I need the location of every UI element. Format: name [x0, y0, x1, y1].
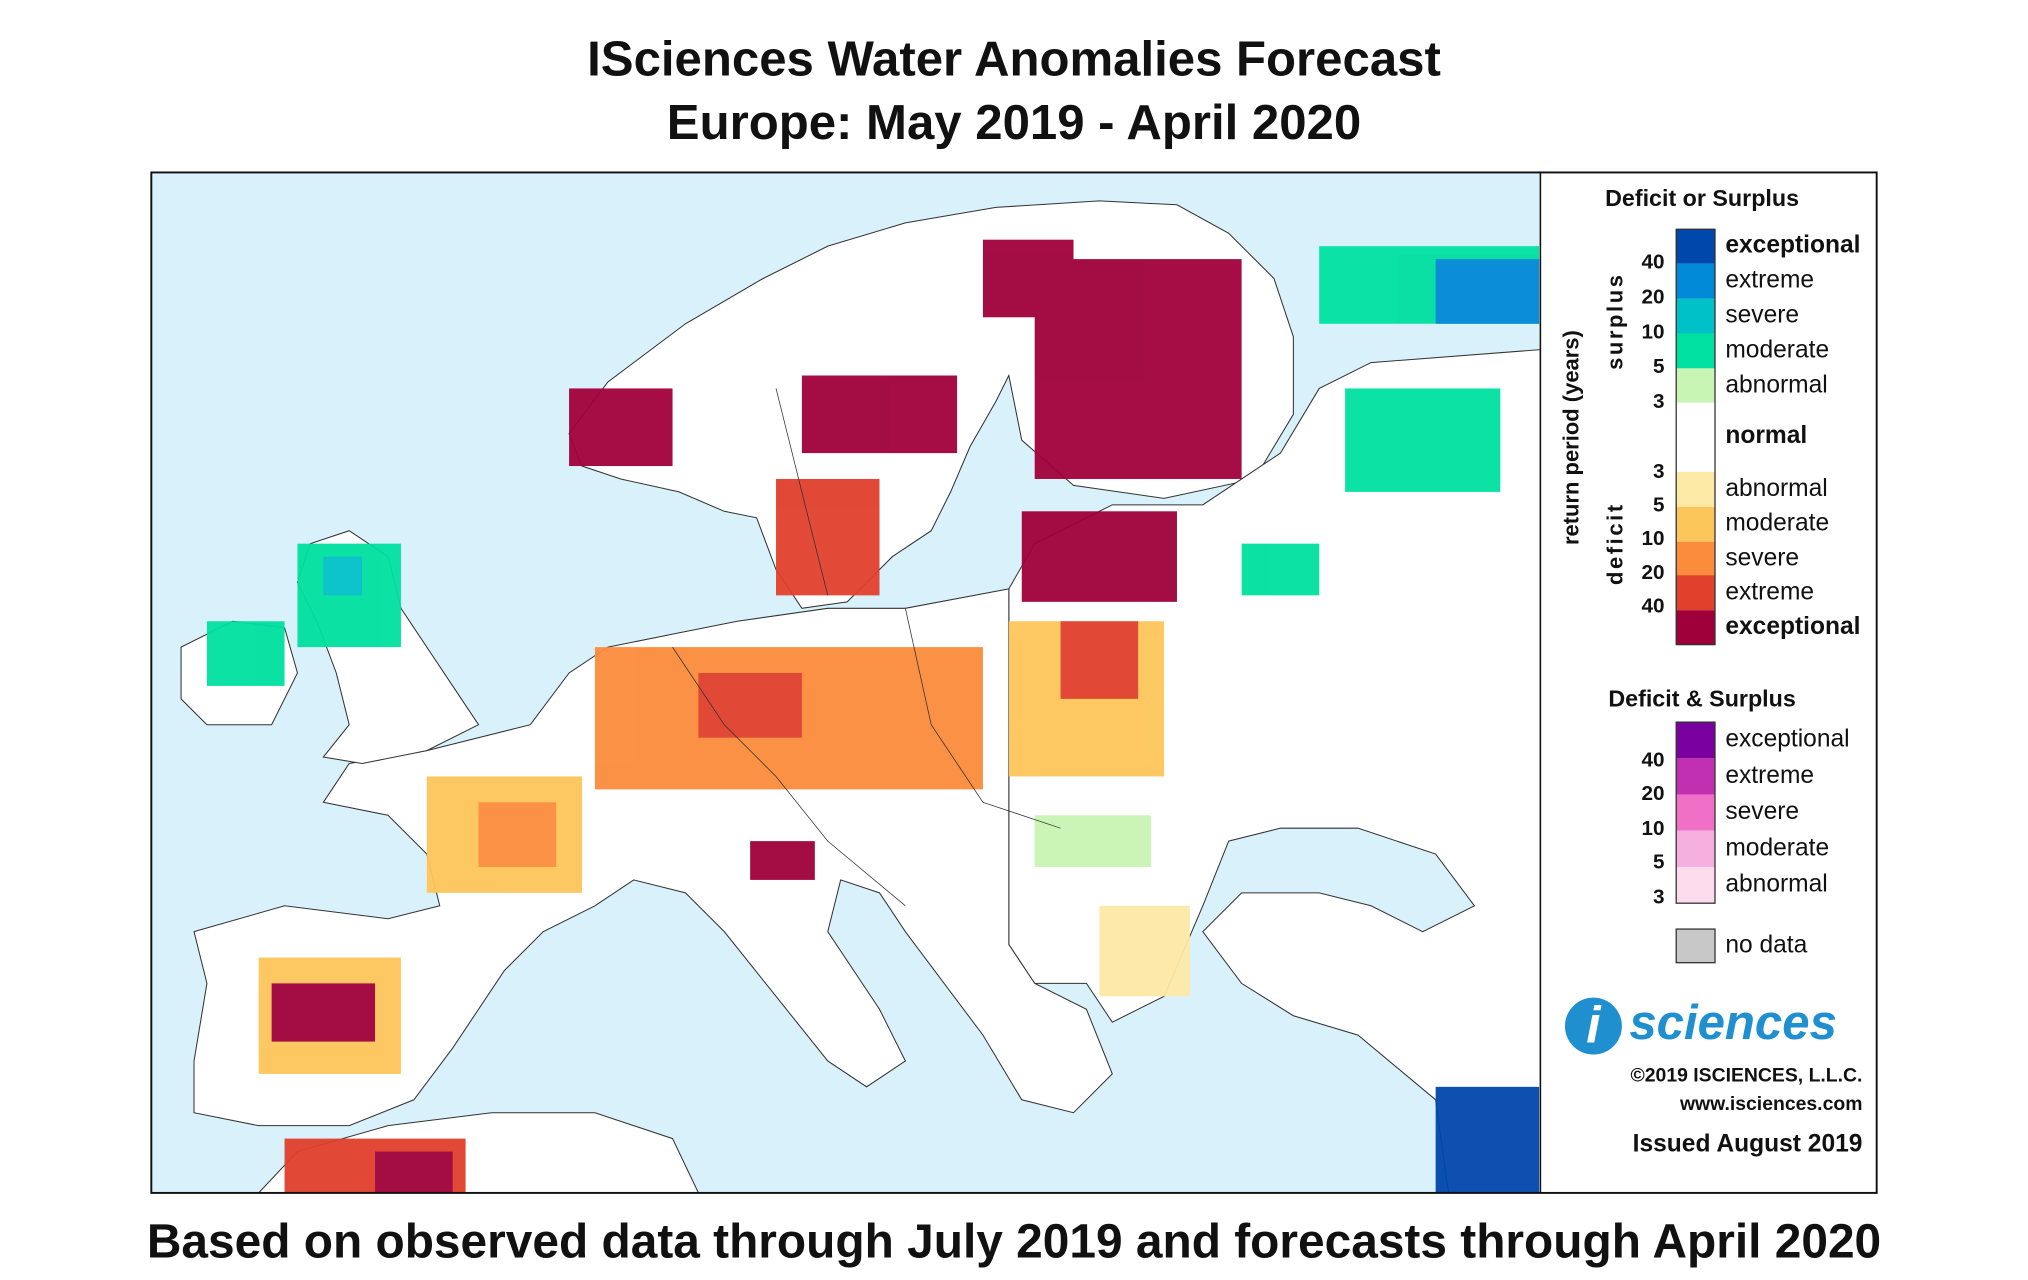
axis-label: return period (years): [1559, 330, 1584, 545]
map: [150, 171, 1878, 1194]
legend-label: abnormal: [1725, 475, 1827, 502]
logo: i sciences ©2019 ISCIENCES, L.L.C. www.i…: [1564, 995, 1863, 1158]
legend-tick: 40: [1642, 748, 1665, 771]
logo-i: i: [1586, 995, 1602, 1053]
logo-text: sciences: [1629, 996, 1837, 1050]
legend-swatch: [1676, 333, 1716, 369]
legend-tick: 3: [1653, 885, 1665, 908]
legend-swatch: [1676, 794, 1716, 831]
border: [775, 388, 829, 596]
legend-swatch: [1676, 830, 1716, 867]
legend-swatch: [1676, 263, 1716, 299]
legend-swatch: [1676, 298, 1716, 334]
legend-heading: Deficit or Surplus: [1605, 185, 1799, 211]
copyright: ©2019 ISCIENCES, L.L.C.: [1630, 1065, 1862, 1087]
legend-swatch: [1676, 471, 1716, 507]
legend-tick: 3: [1653, 390, 1665, 413]
legend-label: moderate: [1725, 510, 1829, 537]
legend-label: exceptional: [1725, 613, 1860, 640]
legend-swatch: [1676, 228, 1716, 264]
legend-label: extreme: [1725, 267, 1814, 294]
legend-label: extreme: [1725, 762, 1814, 789]
border: [672, 646, 906, 907]
group-label: surplus: [1603, 272, 1628, 369]
legend-swatch: [1676, 866, 1716, 904]
legend-tick: 10: [1642, 817, 1665, 840]
legend-tick: 20: [1642, 285, 1665, 308]
legend-swatch: [1676, 402, 1716, 470]
legend-label: severe: [1725, 545, 1799, 572]
legend-label: moderate: [1725, 834, 1829, 861]
legend-swatch: [1676, 541, 1716, 577]
legend-swatch: [1676, 575, 1716, 611]
legend-label: severe: [1725, 301, 1799, 328]
legend-label: exceptional: [1725, 232, 1860, 259]
logo-mark: [1564, 997, 1622, 1055]
legend-outline: [1675, 228, 1716, 646]
legend-tick: 20: [1642, 782, 1665, 805]
border: [904, 608, 1061, 829]
website: www.isciences.com: [1679, 1093, 1863, 1115]
legend-label: no data: [1725, 931, 1807, 958]
legend-label: moderate: [1725, 336, 1829, 363]
legend-swatch: [1676, 722, 1716, 759]
legend-label: extreme: [1725, 578, 1814, 605]
title-line: ISciences Water Anomalies Forecast: [587, 32, 1441, 86]
legend-swatch: [1676, 610, 1716, 646]
legend-tick: 5: [1653, 851, 1665, 874]
legend-swatch: [1676, 506, 1716, 542]
legend-swatch: [1676, 368, 1716, 404]
frame: [150, 171, 1878, 1194]
legend-outline: [1675, 721, 1716, 904]
legend: Deficit or Surplus Deficit & Surplus ret…: [1559, 185, 1861, 964]
legend-label: abnormal: [1725, 371, 1827, 398]
legend-tick: 40: [1642, 594, 1665, 617]
legend-label: normal: [1725, 422, 1807, 449]
footer: Based on observed data through July 2019…: [147, 1215, 1881, 1268]
title-line: Europe: May 2019 - April 2020: [667, 96, 1361, 150]
legend-tick: 10: [1642, 320, 1665, 343]
legend-label: exceptional: [1725, 726, 1849, 753]
legend-tick: 5: [1653, 355, 1665, 378]
legend-tick: 3: [1653, 460, 1665, 483]
anomaly-patches: [206, 239, 1540, 1193]
legend-label: abnormal: [1725, 871, 1827, 898]
legend-tick: 10: [1642, 527, 1665, 550]
legend-tick: 5: [1653, 494, 1665, 517]
legend-label: severe: [1725, 798, 1799, 825]
legend-swatch: [1676, 758, 1716, 795]
legend-heading: Deficit & Surplus: [1608, 685, 1795, 711]
issued: Issued August 2019: [1633, 1131, 1863, 1158]
legend-swatch: [1675, 928, 1716, 964]
legend-tick: 20: [1642, 561, 1665, 584]
group-label: deficit: [1603, 502, 1628, 585]
legend-tick: 40: [1642, 250, 1665, 273]
